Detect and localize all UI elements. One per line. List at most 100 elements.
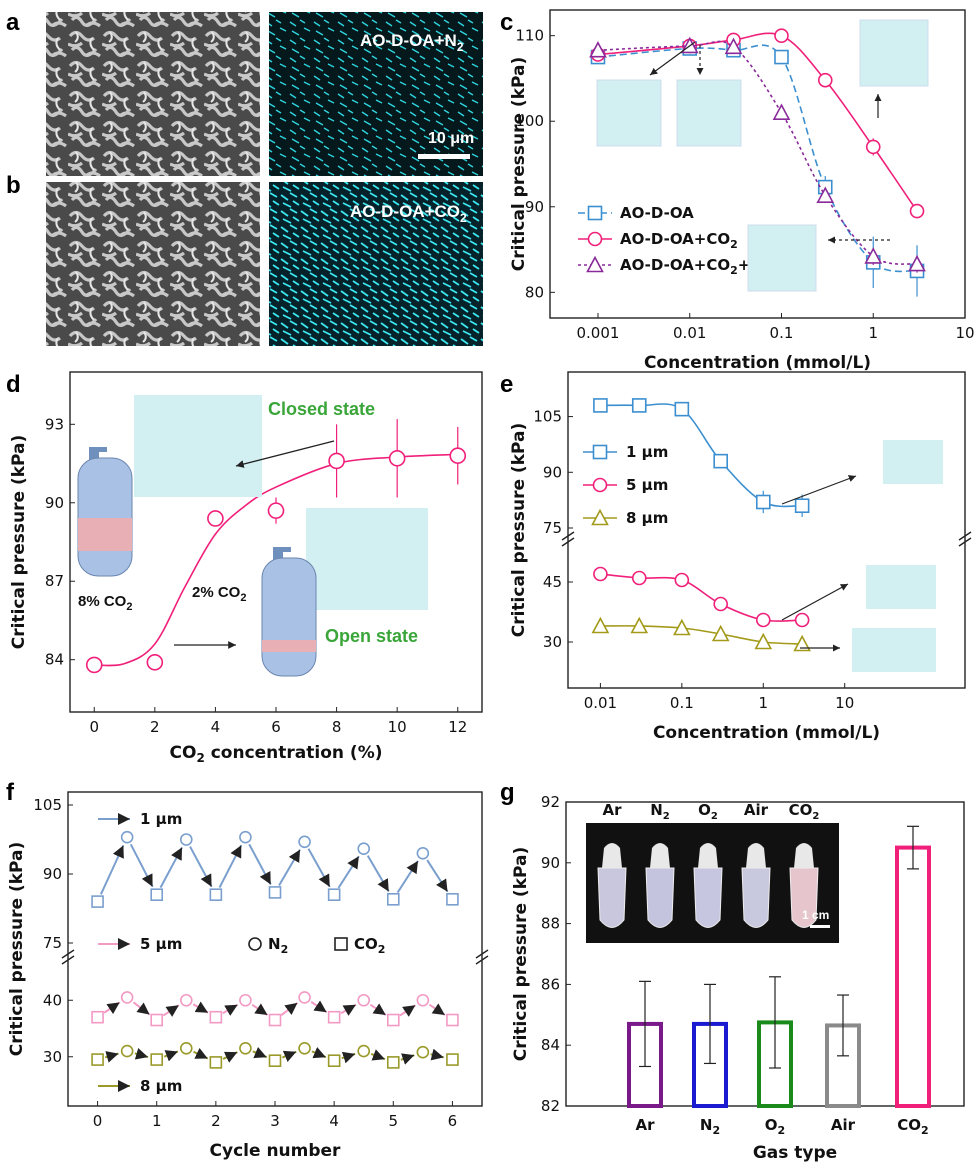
y-tick-label: 82	[541, 1097, 560, 1115]
vial-label: Air	[744, 801, 769, 819]
vial	[693, 867, 723, 928]
axis-break	[561, 531, 575, 541]
x-axis-label: CO2 concentration (%)	[170, 743, 383, 765]
cycle-arrow	[193, 1047, 209, 1060]
chart-f: 30 40 75 90 105 0 1 2 3 4 5 6 Cycle number Critical p…	[7, 791, 489, 1161]
legend-label: AO-D-OA+CO2	[620, 230, 738, 251]
y-tick-label: 90	[543, 463, 562, 481]
data-point	[724, 37, 743, 55]
legend-marker	[592, 444, 608, 460]
cycle-arrow	[396, 860, 419, 894]
annot-arrow	[781, 583, 849, 621]
x-tick-label: 0	[93, 1112, 103, 1130]
data-point	[91, 895, 104, 908]
x-tick-label: 2	[211, 1112, 221, 1130]
cycle-arrow	[369, 1003, 387, 1016]
data-point	[327, 888, 341, 902]
data-point	[209, 888, 223, 902]
legend-marker	[586, 255, 604, 273]
x-tick-label: 4	[211, 718, 221, 736]
axis-break	[958, 537, 972, 547]
data-point	[298, 835, 311, 849]
data-point	[209, 1010, 223, 1024]
data-point	[120, 830, 134, 844]
x-tick-label: 6	[448, 1112, 458, 1130]
x-tick-label: O2	[765, 1116, 785, 1137]
cycle-arrow	[399, 1004, 416, 1017]
data-point	[908, 254, 926, 272]
y-axis-label: Critical pressure (kPa)	[511, 847, 531, 1062]
series-line	[600, 573, 803, 622]
gas-cylinder-8	[77, 447, 133, 577]
x-tick-label: 6	[271, 718, 281, 736]
cycle-arrow	[341, 1051, 356, 1064]
e-inset	[883, 440, 943, 484]
vial-cap	[650, 843, 670, 868]
panel-label-f: f	[6, 779, 15, 806]
data-point	[209, 1056, 223, 1069]
vial-cap	[794, 843, 814, 868]
panel-label-d: d	[6, 371, 21, 398]
open-state-label: Open state	[325, 626, 418, 646]
x-axis-label: Concentration (mmol/L)	[653, 723, 880, 743]
data-point	[909, 203, 925, 219]
y-tick-label: 100	[515, 112, 544, 130]
cycle-arrow	[310, 1000, 328, 1014]
plot-frame	[549, 9, 966, 319]
data-point	[713, 453, 728, 469]
data-point	[207, 510, 224, 527]
y-tick-label: 30	[543, 633, 562, 651]
axis-break	[61, 949, 75, 959]
data-point	[179, 1041, 193, 1055]
cycle-arrow	[280, 1002, 299, 1016]
data-point	[793, 634, 811, 652]
cycle-arrow	[100, 844, 125, 895]
e-inset	[852, 628, 936, 672]
y-tick-label: 110	[515, 27, 544, 45]
data-point	[630, 616, 649, 634]
data-point	[772, 103, 791, 120]
data-point	[179, 993, 193, 1007]
y-tick-label: 90	[45, 494, 64, 512]
data-point	[298, 991, 311, 1004]
data-point	[120, 1044, 134, 1058]
x-tick-label: 10	[388, 718, 407, 736]
chart-e: 30 45 75 90 105 0.01 0.1 1 10 Concentration (mmol…	[509, 371, 972, 743]
cycle-arrow	[162, 1004, 180, 1017]
data-point	[816, 186, 835, 203]
e-inset	[866, 565, 936, 609]
data-point	[328, 452, 345, 470]
panel-label-e: e	[500, 371, 513, 398]
sem-image-b	[46, 182, 260, 346]
data-point	[357, 1044, 371, 1058]
cycle-arrow	[430, 1048, 444, 1061]
x-axis-label: Cycle number	[210, 1141, 342, 1161]
axis-break	[475, 949, 489, 959]
data-point	[91, 1010, 104, 1024]
y-tick-label: 75	[543, 519, 562, 537]
x-tick-label: 1	[152, 1112, 162, 1130]
legend-label: 1 μm	[140, 810, 182, 828]
data-point	[446, 1013, 459, 1027]
vial-photo: 1 cm	[586, 823, 839, 943]
annot-arrow	[649, 41, 696, 76]
data-point	[327, 1054, 341, 1068]
y-axis-label: Critical pressure (kPa)	[7, 842, 27, 1057]
legend-label-n2: N2	[268, 935, 288, 956]
x-tick-label: 1	[759, 694, 769, 712]
legend-marker	[587, 205, 603, 221]
legend-label: AO-D-OA	[620, 204, 694, 222]
co2-8-label: 8% CO2	[78, 593, 132, 613]
data-point	[774, 49, 789, 65]
data-point	[239, 830, 252, 844]
data-point	[449, 447, 467, 464]
series-line	[600, 625, 803, 645]
x-tick-label: CO2	[897, 1116, 928, 1137]
x-tick-label: 3	[270, 1112, 280, 1130]
panel-label-a: a	[6, 9, 20, 36]
axis-break	[61, 955, 75, 965]
y-tick-label: 105	[533, 408, 562, 426]
cycle-arrow	[132, 1001, 151, 1016]
panel-label-c: c	[500, 9, 513, 36]
data-point	[593, 566, 608, 582]
